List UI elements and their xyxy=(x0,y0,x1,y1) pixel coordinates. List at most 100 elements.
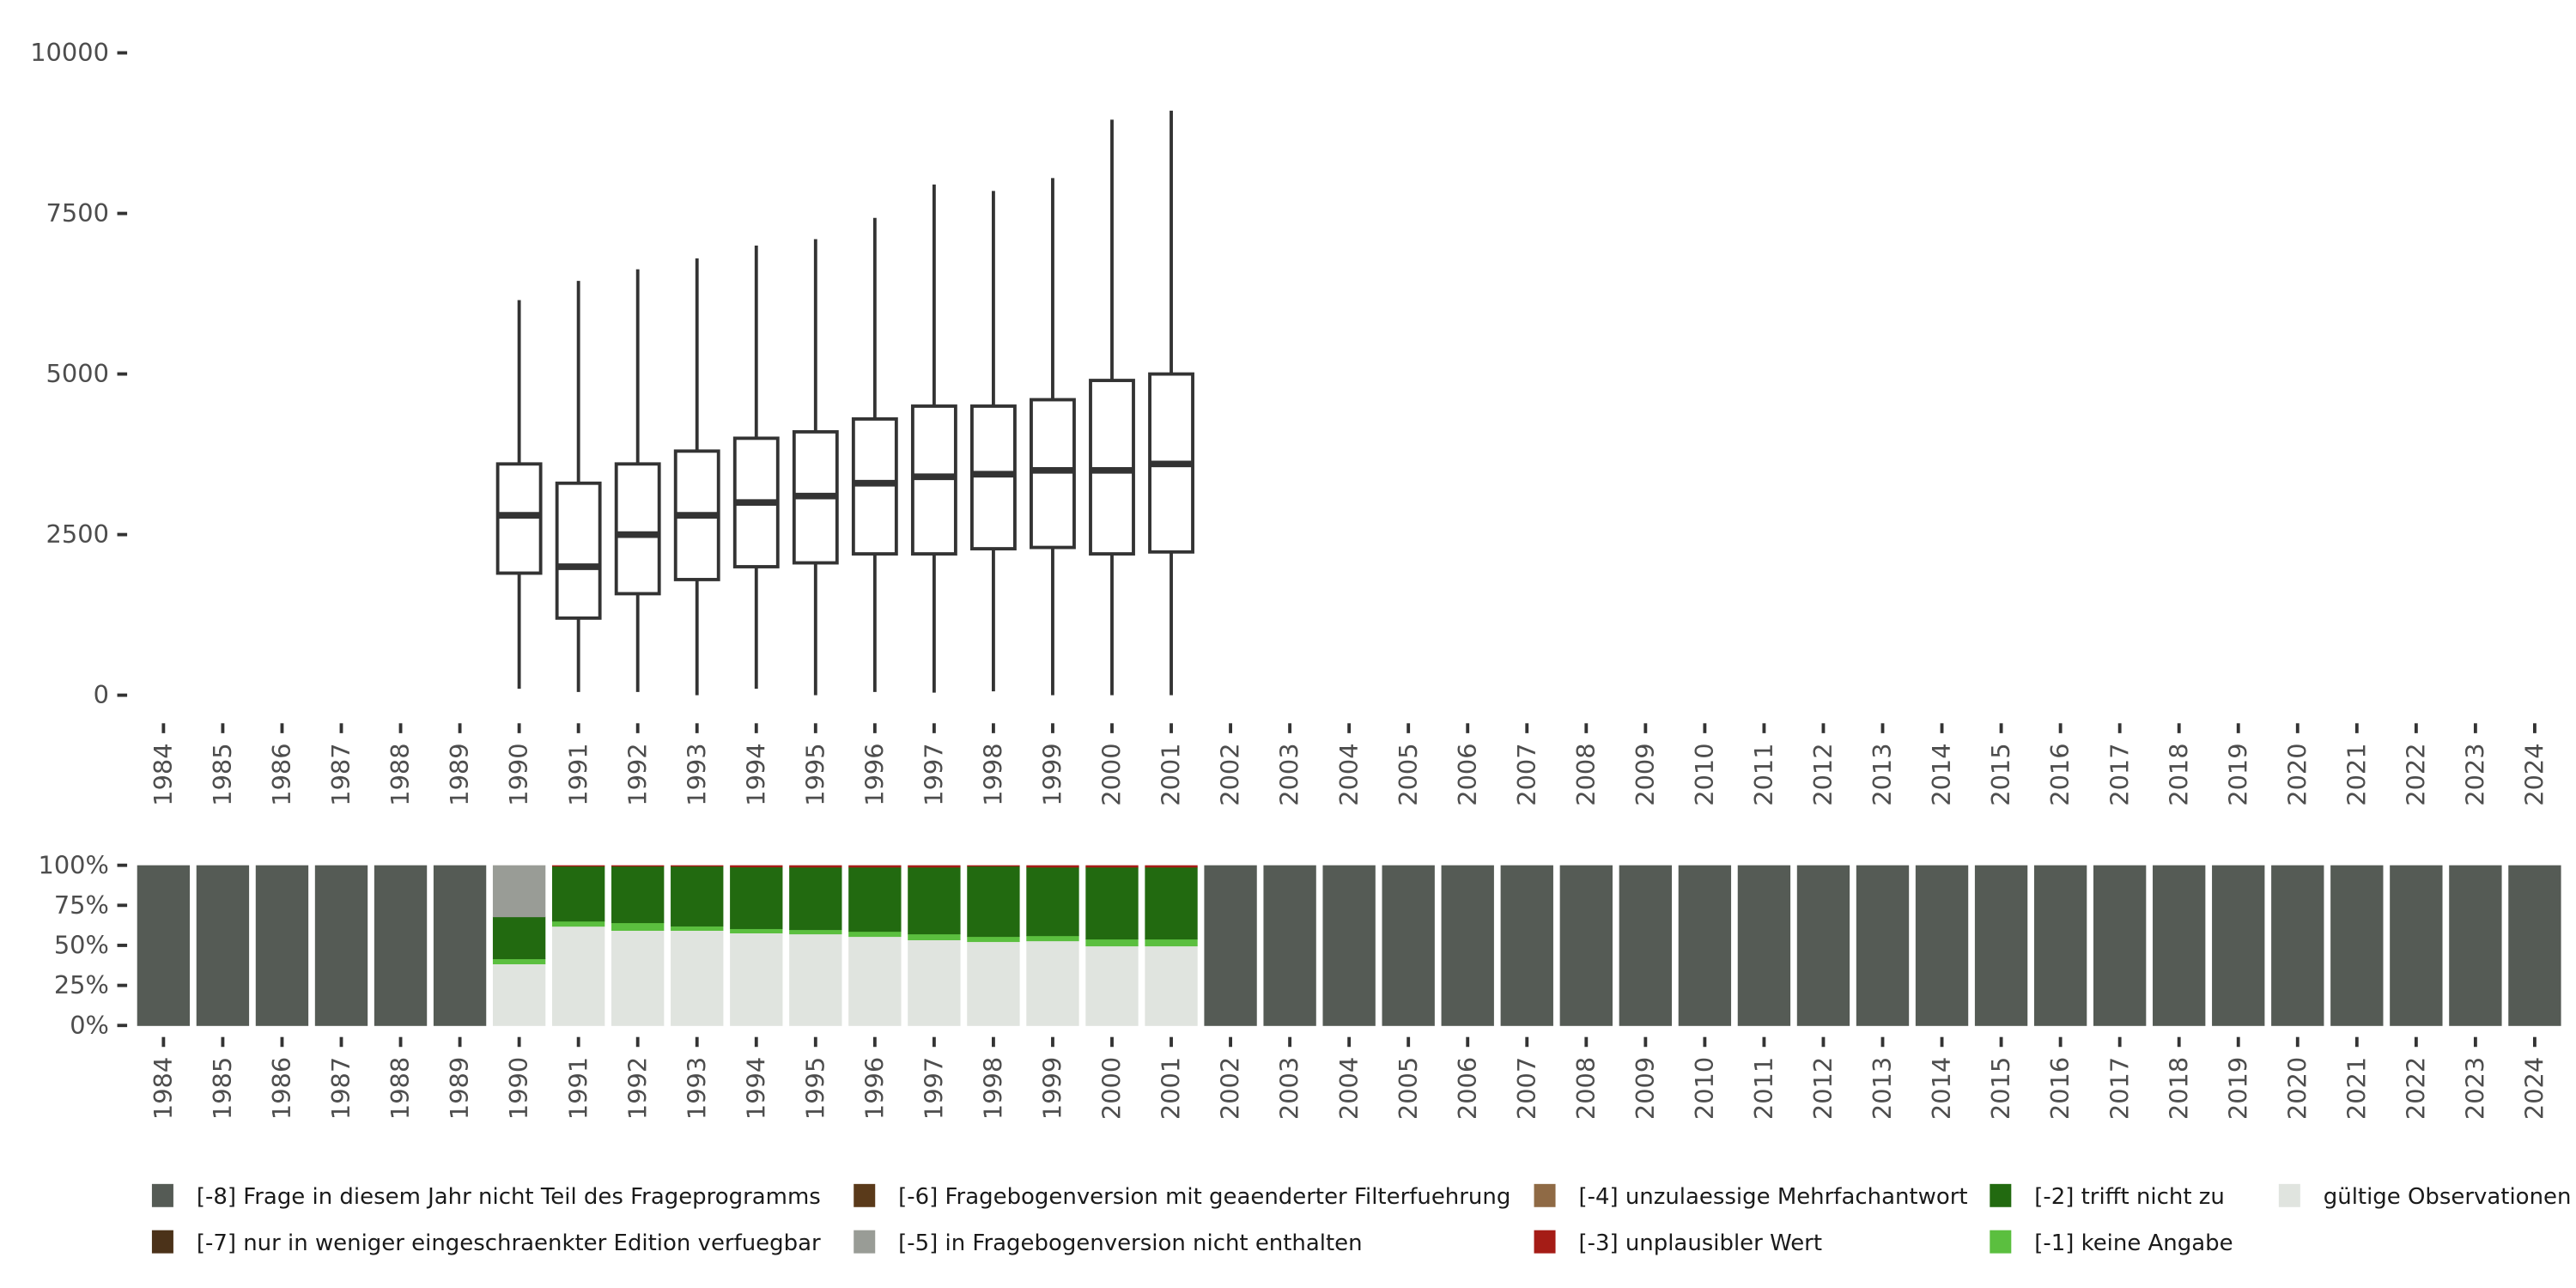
box-1994 xyxy=(732,245,780,690)
bar-2006 xyxy=(1441,865,1494,1026)
bar-2008 xyxy=(1559,865,1613,1026)
box-1996 xyxy=(851,217,898,692)
bar-2013 xyxy=(1856,865,1910,1026)
x-tick-label: 1997 xyxy=(920,743,949,805)
bar-segment-m8 xyxy=(1263,865,1316,1026)
bar-segment-valid xyxy=(848,936,902,1026)
box-1992 xyxy=(614,269,661,692)
bar-segment-valid xyxy=(1145,945,1198,1026)
bar-segment-m1 xyxy=(848,931,902,938)
y-tick-label: 5000 xyxy=(46,359,109,388)
legend-label: gültige Observationen xyxy=(2324,1184,2572,1210)
x-tick-label: 2022 xyxy=(2401,743,2430,805)
bar-2010 xyxy=(1678,865,1732,1026)
x-tick-label: 1999 xyxy=(1038,1057,1067,1120)
iqr-box xyxy=(614,462,661,596)
y-tick-label: 0 xyxy=(94,680,109,709)
legend-swatch xyxy=(854,1183,876,1207)
x-tick-label: 2008 xyxy=(1571,743,1601,805)
x-tick-label: 1992 xyxy=(623,743,652,805)
bar-2014 xyxy=(1915,865,1969,1026)
bar-segment-m8 xyxy=(1382,865,1435,1026)
x-tick-label: 2010 xyxy=(1690,1057,1719,1120)
bar-2018 xyxy=(2153,865,2206,1026)
y-tick-label: 10000 xyxy=(30,38,109,67)
bar-segment-m1 xyxy=(1085,939,1139,947)
x-tick-label: 2023 xyxy=(2461,1057,2490,1120)
bar-segment-m8 xyxy=(1678,865,1732,1026)
x-tick-label: 1996 xyxy=(860,743,889,805)
bar-segment-m8 xyxy=(2093,865,2147,1026)
x-tick-label: 1991 xyxy=(563,743,592,805)
bar-segment-m1 xyxy=(908,933,961,941)
bar-2000 xyxy=(1085,865,1139,1026)
y-tick-label: 100% xyxy=(39,850,109,879)
x-tick-label: 1991 xyxy=(563,1057,592,1120)
bar-1999 xyxy=(1026,865,1079,1026)
x-tick-label: 1997 xyxy=(920,1057,949,1120)
bar-segment-m3 xyxy=(671,865,724,867)
bar-2017 xyxy=(2093,865,2147,1026)
bar-segment-valid xyxy=(730,933,783,1026)
box-1998 xyxy=(969,191,1017,692)
bar-segment-m1 xyxy=(492,958,546,964)
bar-segment-m1 xyxy=(551,920,605,927)
x-tick-label: 2011 xyxy=(1749,743,1778,805)
bar-segment-m2 xyxy=(611,866,665,924)
bar-2015 xyxy=(1974,865,2028,1026)
legend-item-m6: [-6] Fragebogenversion mit geaenderter F… xyxy=(854,1183,1510,1210)
bar-segment-m8 xyxy=(255,865,309,1026)
y-tick-label: 50% xyxy=(54,931,109,960)
bar-1996 xyxy=(848,865,902,1026)
bar-segment-m2 xyxy=(1085,866,1139,940)
legend-swatch xyxy=(1990,1183,2012,1207)
bar-2011 xyxy=(1737,865,1791,1026)
bar-1998 xyxy=(967,865,1020,1026)
bar-1997 xyxy=(908,865,961,1026)
boxplot-panel: 0 2500 5000 7500 10000 1984 1985 1986 1987 1988 19… xyxy=(30,38,2549,806)
bar-2016 xyxy=(2033,865,2087,1026)
bar-1988 xyxy=(374,865,428,1026)
x-tick-label: 2018 xyxy=(2164,1057,2193,1120)
legend-swatch xyxy=(1534,1183,1556,1207)
legend: [-8] Frage in diesem Jahr nicht Teil des… xyxy=(151,1183,2572,1256)
bar-2001 xyxy=(1145,865,1198,1026)
bar-segment-m8 xyxy=(1322,865,1376,1026)
x-tick-label: 1984 xyxy=(149,743,178,805)
bar-segment-m8 xyxy=(314,865,368,1026)
x-tick-label: 1995 xyxy=(800,743,829,805)
bar-segment-m3 xyxy=(848,865,902,868)
bar-segment-m8 xyxy=(2271,865,2324,1026)
bar-segment-m8 xyxy=(2212,865,2265,1026)
bar-segment-m8 xyxy=(2330,865,2384,1026)
bar-segment-m8 xyxy=(1441,865,1494,1026)
legend-label: [-7] nur in weniger eingeschraenkter Edi… xyxy=(197,1230,821,1256)
legend-item-m4: [-4] unzulaessige Mehrfachantwort xyxy=(1534,1183,1968,1210)
x-tick-label: 2005 xyxy=(1394,743,1423,805)
bar-1993 xyxy=(671,865,724,1026)
bar-segment-m2 xyxy=(730,866,783,929)
x-tick-label: 2019 xyxy=(2223,743,2252,805)
x-tick-label: 2012 xyxy=(1808,1057,1838,1120)
x-tick-label: 1988 xyxy=(386,1057,415,1120)
bar-segment-m1 xyxy=(671,926,724,932)
x-tick-label: 2003 xyxy=(1275,1057,1304,1120)
bar-2019 xyxy=(2212,865,2265,1026)
x-tick-label: 2024 xyxy=(2520,1057,2549,1120)
bar-1985 xyxy=(196,865,250,1026)
box-1990 xyxy=(495,300,543,690)
x-tick-label: 1999 xyxy=(1038,743,1067,805)
x-tick-label: 1986 xyxy=(267,1057,296,1120)
x-tick-label: 2018 xyxy=(2164,743,2193,805)
x-tick-label: 2006 xyxy=(1453,743,1482,805)
legend-swatch xyxy=(151,1183,173,1207)
x-tick-label: 2017 xyxy=(2105,743,2134,805)
x-tick-label: 2004 xyxy=(1334,743,1364,805)
x-tick-label: 1984 xyxy=(149,1057,178,1120)
bar-segment-m1 xyxy=(1145,939,1198,947)
box-2001 xyxy=(1148,110,1194,696)
y-tick-label: 75% xyxy=(54,890,109,920)
x-tick-label: 2002 xyxy=(1216,1057,1245,1120)
x-tick-label: 2014 xyxy=(1927,743,1956,805)
